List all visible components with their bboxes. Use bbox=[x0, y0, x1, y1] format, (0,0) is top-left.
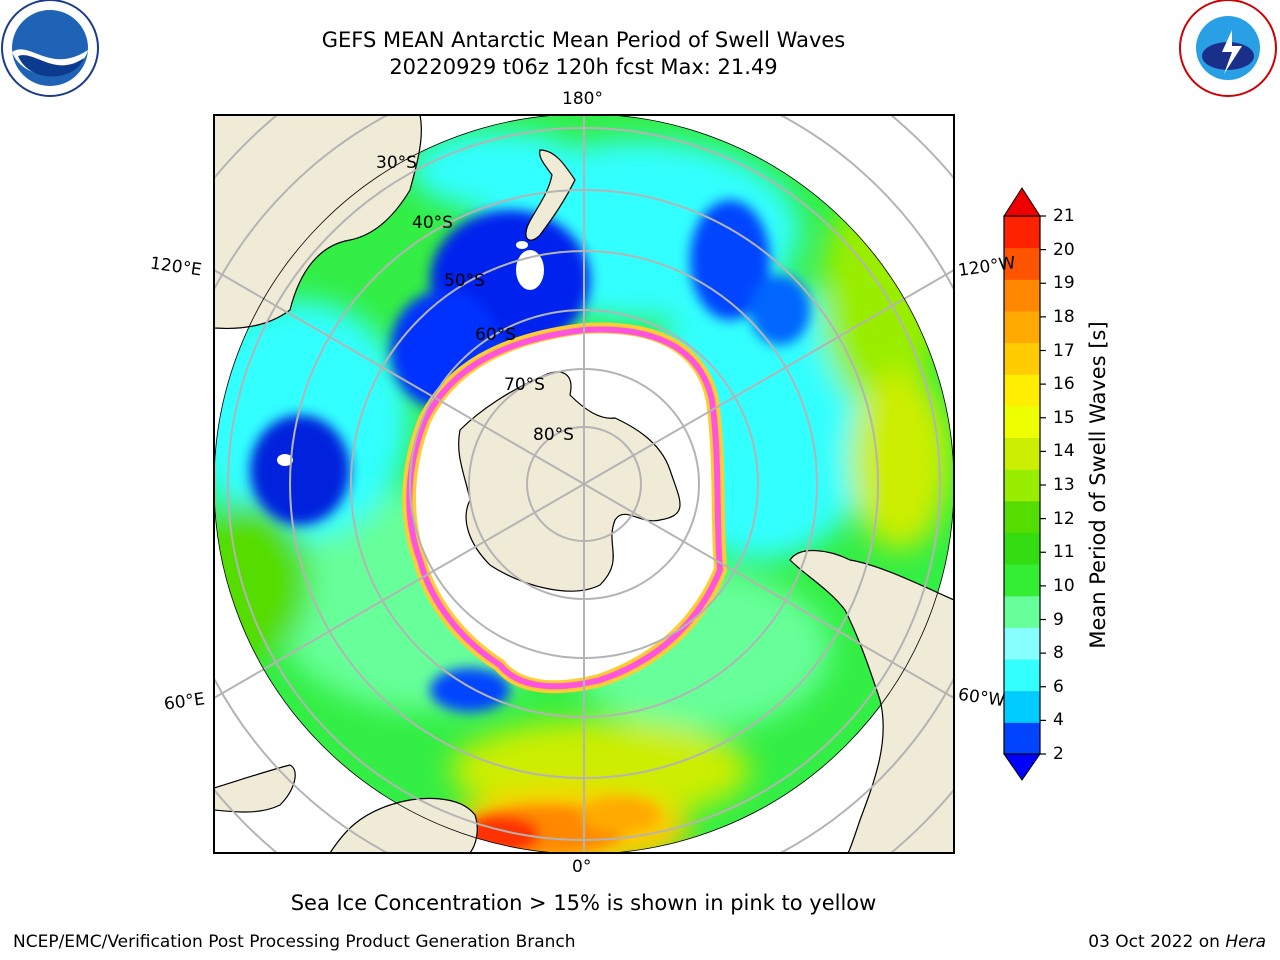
lon-label-0: 0° bbox=[572, 857, 592, 877]
colorbar-tick-label: 8 bbox=[1053, 643, 1064, 664]
colorbar-bands bbox=[1004, 216, 1040, 755]
colorbar-band bbox=[1004, 374, 1040, 407]
colorbar-over-arrow bbox=[1003, 187, 1041, 217]
colorbar-band bbox=[1004, 627, 1040, 660]
colorbar-band bbox=[1004, 564, 1040, 597]
footer-host: Hera bbox=[1225, 932, 1266, 952]
footer-credit: NCEP/EMC/Verification Post Processing Pr… bbox=[13, 932, 576, 952]
lat-label-50s: 50°S bbox=[444, 271, 485, 291]
colorbar-band bbox=[1004, 532, 1040, 565]
colorbar-band bbox=[1004, 690, 1040, 723]
colorbar-tick-label: 15 bbox=[1053, 407, 1075, 428]
colorbar-tick-label: 4 bbox=[1053, 710, 1064, 731]
lat-label-30s: 30°S bbox=[376, 153, 417, 173]
lat-label-40s: 40°S bbox=[412, 213, 453, 233]
chart-subtitle: 20220929 t06z 120h fcst Max: 21.49 bbox=[389, 55, 778, 79]
colorbar-tick-label: 9 bbox=[1053, 609, 1064, 630]
colorbar-tick-label: 16 bbox=[1053, 374, 1075, 395]
lon-label-180: 180° bbox=[562, 89, 603, 109]
map-frame bbox=[213, 114, 955, 854]
colorbar-band bbox=[1004, 216, 1040, 249]
colorbar-tick-label: 14 bbox=[1053, 441, 1075, 462]
colorbar-tick-label: 13 bbox=[1053, 475, 1075, 495]
colorbar-tick-label: 12 bbox=[1053, 508, 1075, 529]
sea-ice-caption: Sea Ice Concentration > 15% is shown in … bbox=[290, 891, 877, 915]
chart-title: GEFS MEAN Antarctic Mean Period of Swell… bbox=[321, 28, 846, 52]
colorbar-band bbox=[1004, 722, 1040, 755]
lat-label-80s: 80°S bbox=[533, 425, 574, 445]
graticule bbox=[214, 115, 954, 853]
colorbar-tick-label: 18 bbox=[1053, 306, 1075, 327]
colorbar-band bbox=[1004, 469, 1040, 502]
footer-date-text: 03 Oct 2022 on bbox=[1088, 932, 1226, 952]
colorbar-tick-label: 11 bbox=[1053, 542, 1075, 563]
colorbar-band bbox=[1004, 279, 1040, 312]
colorbar-band bbox=[1004, 405, 1040, 439]
colorbar-band bbox=[1004, 500, 1040, 533]
colorbar-tick-marks bbox=[1040, 215, 1046, 755]
colorbar-tick-label: 6 bbox=[1053, 676, 1064, 697]
colorbar-band bbox=[1004, 310, 1040, 344]
colorbar-band bbox=[1004, 659, 1040, 692]
colorbar-tick-label: 21 bbox=[1053, 206, 1075, 226]
colorbar-tick-label: 19 bbox=[1053, 273, 1075, 294]
footer-date: 03 Oct 2022 on Hera bbox=[1088, 932, 1266, 952]
sea-ice-pink-edge bbox=[406, 326, 724, 690]
nws-logo bbox=[1179, 0, 1277, 97]
colorbar-tick-label: 2 bbox=[1053, 744, 1064, 764]
colorbar-title: Mean Period of Swell Waves [s] bbox=[1086, 321, 1110, 649]
colorbar-band bbox=[1004, 437, 1040, 470]
new-zealand bbox=[525, 149, 576, 241]
lat-label-70s: 70°S bbox=[504, 375, 545, 395]
antarctica bbox=[458, 371, 681, 592]
colorbar-under-arrow bbox=[1003, 753, 1041, 781]
colorbar-band bbox=[1004, 595, 1040, 628]
colorbar-tick-label: 10 bbox=[1053, 575, 1075, 596]
noaa-logo bbox=[1, 0, 99, 97]
lat-label-60s: 60°S bbox=[475, 325, 516, 345]
colorbar-band bbox=[1004, 342, 1040, 375]
colorbar-tick-label: 17 bbox=[1053, 340, 1075, 361]
colorbar bbox=[1003, 187, 1046, 781]
colorbar-tick-label: 20 bbox=[1053, 239, 1075, 260]
colorbar-band bbox=[1004, 247, 1040, 280]
